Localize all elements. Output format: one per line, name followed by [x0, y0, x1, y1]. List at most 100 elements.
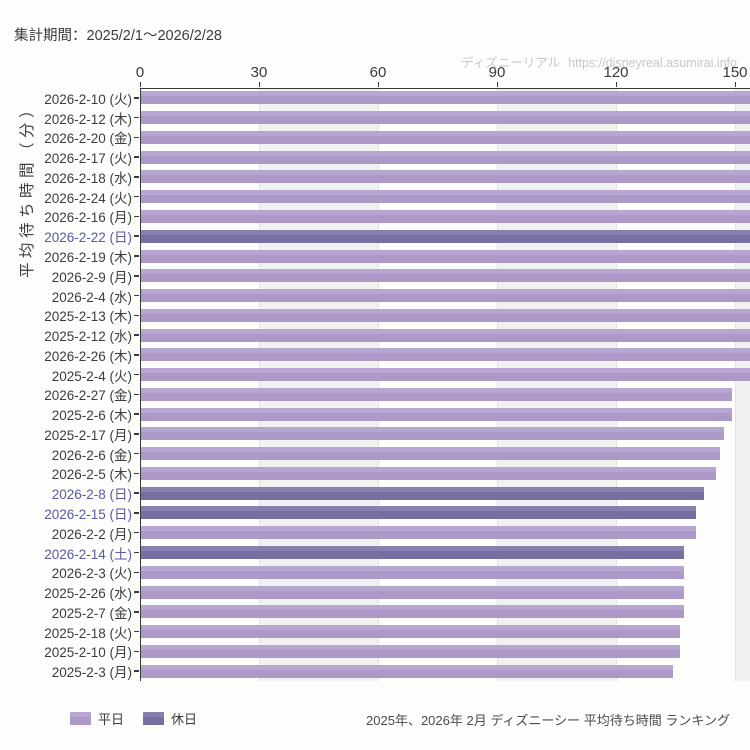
- y-axis-label: 2026-2-2 (月): [0, 523, 139, 543]
- wait-time-bar: [141, 526, 697, 540]
- x-tick-label: 30: [250, 64, 268, 81]
- y-axis-label: 2025-2-13 (木): [0, 305, 139, 325]
- wait-time-bar: [141, 565, 685, 579]
- y-tick-mark: [134, 294, 139, 297]
- y-axis-label: 2026-2-22 (日): [0, 226, 139, 246]
- y-axis-label: 2026-2-14 (土): [0, 543, 139, 563]
- legend-item-weekday: 平日: [70, 709, 124, 728]
- y-tick-mark: [134, 373, 139, 376]
- y-tick-mark: [134, 531, 139, 534]
- gridline: [378, 89, 379, 681]
- background-band: [260, 89, 379, 681]
- wait-time-bar: [141, 407, 733, 421]
- wait-time-bar: [141, 269, 750, 283]
- y-tick-mark: [134, 452, 139, 455]
- legend-holiday-label: 休日: [171, 712, 198, 727]
- y-tick-mark: [134, 314, 139, 317]
- x-tick-label: 0: [135, 64, 145, 81]
- y-axis-label: 2026-2-17 (火): [0, 147, 139, 167]
- y-tick-mark: [134, 551, 139, 554]
- y-axis-label: 2026-2-9 (月): [0, 266, 139, 286]
- y-tick-mark: [134, 97, 139, 99]
- y-tick-mark: [134, 354, 139, 356]
- y-tick-mark: [134, 630, 139, 633]
- background-band: [498, 89, 617, 681]
- y-tick-mark: [134, 670, 139, 672]
- wait-time-bar: [141, 466, 717, 480]
- wait-time-bar: [141, 546, 685, 560]
- x-tick-mark: [615, 82, 617, 87]
- y-axis-label: 2025-2-7 (金): [0, 602, 139, 622]
- x-tick-mark: [258, 82, 260, 87]
- y-tick-mark: [134, 255, 139, 257]
- wait-time-bar: [141, 249, 750, 263]
- wait-time-bar: [141, 506, 697, 520]
- site-watermark: ディズニーリアル https://disneyreal.asumirai.info: [461, 52, 737, 71]
- y-axis-label: 2026-2-26 (木): [0, 345, 139, 365]
- wait-time-bar: [141, 328, 750, 342]
- legend-weekday-label: 平日: [98, 712, 125, 727]
- wait-time-bar: [141, 605, 685, 619]
- wait-time-bar: [141, 664, 673, 678]
- wait-time-bar: [141, 348, 750, 362]
- x-tick-mark: [496, 82, 498, 87]
- x-tick-mark: [734, 82, 736, 87]
- gridline: [616, 89, 617, 681]
- y-axis-label: 2026-2-15 (日): [0, 503, 139, 523]
- y-axis-label: 2026-2-3 (火): [0, 562, 139, 582]
- y-axis-label: 2026-2-8 (日): [0, 483, 139, 503]
- y-tick-mark: [134, 215, 139, 218]
- weekday-color-swatch: [70, 712, 91, 725]
- y-axis-label: 2026-2-16 (月): [0, 207, 139, 227]
- y-axis-label: 2025-2-3 (月): [0, 661, 139, 681]
- y-tick-mark: [134, 156, 139, 158]
- gridline: [735, 89, 736, 681]
- wait-time-bar: [141, 130, 750, 144]
- y-tick-mark: [134, 512, 139, 514]
- chart-caption: 2025年、2026年 2月 ディズニーシー 平均待ち時間 ランキング: [366, 713, 730, 728]
- holiday-color-swatch: [143, 712, 165, 725]
- wait-time-bar: [141, 427, 725, 441]
- y-axis-label: 2026-2-10 (火): [0, 88, 139, 108]
- legend: 平日 休日: [70, 709, 197, 728]
- x-tick-label: 120: [603, 64, 629, 81]
- watermark-site-name: ディズニーリアル: [461, 56, 561, 70]
- y-tick-mark: [134, 492, 139, 494]
- gridline: [497, 89, 498, 681]
- plot-area: [140, 88, 750, 681]
- wait-time-bar: [141, 190, 750, 204]
- y-axis-label: 2026-2-24 (火): [0, 187, 139, 207]
- y-axis-label: 2026-2-6 (金): [0, 444, 139, 464]
- y-tick-mark: [134, 571, 139, 574]
- y-tick-mark: [134, 275, 139, 277]
- x-tick-mark: [377, 82, 379, 87]
- wait-time-bar: [141, 229, 750, 243]
- wait-time-bar: [141, 387, 733, 401]
- x-tick-label: 60: [369, 64, 387, 81]
- x-tick-label: 90: [488, 64, 506, 81]
- y-tick-mark: [134, 413, 139, 415]
- y-axis-label: 2025-2-17 (月): [0, 424, 139, 444]
- y-axis-label: 2025-2-6 (木): [0, 404, 139, 424]
- y-tick-mark: [134, 591, 139, 593]
- y-axis-label: 2026-2-12 (木): [0, 108, 139, 128]
- y-axis-label: 2026-2-5 (木): [0, 464, 139, 484]
- y-axis-label: 2026-2-18 (水): [0, 167, 139, 187]
- wait-time-bar: [141, 111, 750, 125]
- wait-time-bar: [141, 150, 750, 164]
- y-tick-mark: [134, 116, 139, 119]
- wait-time-bar: [141, 368, 750, 382]
- wait-time-bar: [141, 585, 685, 599]
- y-tick-mark: [134, 611, 139, 613]
- y-axis-label: 2026-2-20 (金): [0, 128, 139, 148]
- wait-time-bar: [141, 625, 681, 639]
- x-tick-label: 150: [722, 64, 748, 81]
- y-tick-mark: [134, 650, 139, 653]
- watermark-url: https://disneyreal.asumirai.info: [568, 56, 737, 70]
- y-axis-label: 2025-2-12 (水): [0, 325, 139, 345]
- wait-time-bar: [141, 308, 750, 322]
- legend-item-holiday: 休日: [143, 709, 197, 728]
- aggregation-period-label: 集計期間：2025/2/1～2026/2/28: [14, 28, 222, 44]
- wait-time-bar: [141, 289, 750, 303]
